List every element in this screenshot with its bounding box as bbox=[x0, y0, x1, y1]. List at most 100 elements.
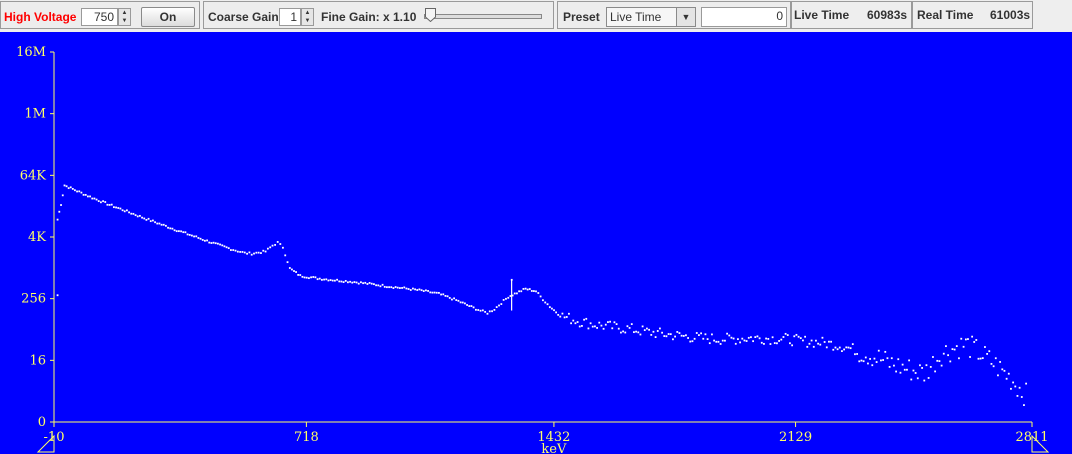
data-point bbox=[329, 279, 332, 281]
data-point bbox=[771, 336, 774, 339]
spinner-up-icon[interactable]: ▲ bbox=[304, 10, 311, 16]
high-voltage-spinner-buttons[interactable]: ▲ ▼ bbox=[118, 8, 131, 26]
data-point bbox=[745, 340, 748, 342]
dropdown-arrow-icon[interactable]: ▼ bbox=[676, 8, 695, 26]
data-point bbox=[394, 286, 397, 288]
data-point bbox=[145, 218, 148, 221]
data-point bbox=[864, 356, 867, 359]
data-point bbox=[589, 322, 592, 325]
data-point bbox=[873, 357, 876, 360]
fine-gain-slider-thumb[interactable] bbox=[425, 8, 436, 22]
data-point bbox=[368, 282, 371, 284]
data-point bbox=[327, 279, 330, 282]
data-point bbox=[479, 309, 482, 312]
preset-value-field[interactable]: 0 bbox=[701, 7, 787, 27]
data-point bbox=[383, 285, 386, 288]
data-point bbox=[743, 339, 746, 342]
data-point bbox=[401, 287, 403, 289]
data-point bbox=[871, 364, 874, 367]
gain-group: Coarse Gain 1 ▲ ▼ Fine Gain: x 1.10 bbox=[203, 1, 554, 29]
data-point bbox=[836, 348, 839, 351]
preset-select[interactable]: Live Time ▼ bbox=[606, 7, 696, 27]
data-point bbox=[522, 288, 525, 290]
spinner-up-icon[interactable]: ▲ bbox=[121, 10, 128, 16]
data-point bbox=[665, 335, 668, 338]
data-point bbox=[728, 334, 731, 337]
data-point bbox=[630, 323, 633, 326]
data-point bbox=[102, 200, 104, 203]
data-point bbox=[279, 243, 282, 245]
data-point bbox=[637, 331, 640, 334]
left-range-marker-icon[interactable] bbox=[36, 434, 55, 453]
spectrum-plot[interactable]: 0 16 256 4K 64K 1M 16M -10 718 1432 2129 2811 keV bbox=[0, 32, 1072, 454]
data-point bbox=[95, 198, 98, 201]
data-point bbox=[988, 350, 991, 353]
coarse-gain-spinner-field[interactable]: 1 bbox=[279, 8, 301, 26]
data-point bbox=[791, 344, 794, 347]
data-point bbox=[884, 350, 887, 353]
data-point bbox=[500, 303, 503, 305]
spinner-down-icon[interactable]: ▼ bbox=[121, 18, 128, 24]
y-tick-label: 16 bbox=[29, 353, 46, 368]
data-point bbox=[117, 207, 120, 209]
data-point bbox=[344, 279, 347, 282]
high-voltage-spinner-field[interactable]: 750 bbox=[81, 8, 118, 26]
data-point bbox=[934, 370, 937, 373]
data-point bbox=[812, 345, 815, 348]
data-point bbox=[678, 332, 681, 334]
data-point bbox=[71, 187, 74, 190]
data-point bbox=[817, 342, 820, 345]
data-point bbox=[565, 316, 568, 318]
data-point bbox=[739, 341, 742, 344]
data-point bbox=[639, 333, 642, 336]
data-point bbox=[459, 301, 462, 304]
data-point bbox=[97, 200, 100, 203]
real-time-label: Real Time bbox=[917, 8, 974, 22]
data-point bbox=[880, 359, 882, 362]
data-point bbox=[912, 369, 915, 372]
on-button[interactable]: On bbox=[141, 7, 195, 27]
fine-gain-slider-track[interactable] bbox=[424, 14, 542, 19]
data-point bbox=[136, 215, 139, 218]
data-point bbox=[750, 336, 752, 339]
data-point bbox=[828, 340, 830, 343]
data-point bbox=[429, 291, 432, 294]
data-point bbox=[908, 359, 911, 362]
data-point bbox=[782, 336, 785, 338]
data-point bbox=[711, 333, 713, 336]
coarse-gain-spinner-buttons[interactable]: ▲ ▼ bbox=[301, 8, 314, 26]
data-point bbox=[975, 339, 978, 341]
data-point bbox=[860, 359, 863, 362]
data-point bbox=[901, 363, 904, 366]
data-point bbox=[347, 281, 349, 284]
data-point bbox=[110, 203, 113, 206]
data-point bbox=[786, 334, 789, 336]
data-point bbox=[795, 333, 798, 336]
fine-gain-label: Fine Gain: x 1.10 bbox=[321, 10, 417, 24]
data-point bbox=[815, 339, 817, 342]
right-range-marker-icon[interactable] bbox=[1031, 434, 1050, 453]
data-point bbox=[604, 323, 607, 326]
data-point bbox=[923, 379, 926, 382]
data-point bbox=[600, 324, 603, 327]
data-point bbox=[951, 348, 954, 351]
data-point bbox=[581, 325, 583, 327]
data-point bbox=[403, 286, 406, 289]
data-point bbox=[457, 299, 460, 302]
data-point bbox=[167, 226, 169, 229]
spinner-down-icon[interactable]: ▼ bbox=[304, 18, 311, 24]
data-point bbox=[897, 358, 900, 361]
data-point bbox=[763, 342, 765, 345]
data-point bbox=[1007, 372, 1010, 375]
data-point bbox=[804, 335, 807, 338]
data-point bbox=[60, 204, 62, 206]
data-point bbox=[869, 358, 872, 360]
data-point bbox=[227, 247, 230, 250]
data-point bbox=[448, 297, 451, 299]
data-point bbox=[197, 237, 200, 239]
data-point bbox=[611, 327, 614, 330]
data-point bbox=[336, 278, 338, 281]
data-point bbox=[680, 334, 683, 337]
data-point bbox=[932, 356, 934, 358]
